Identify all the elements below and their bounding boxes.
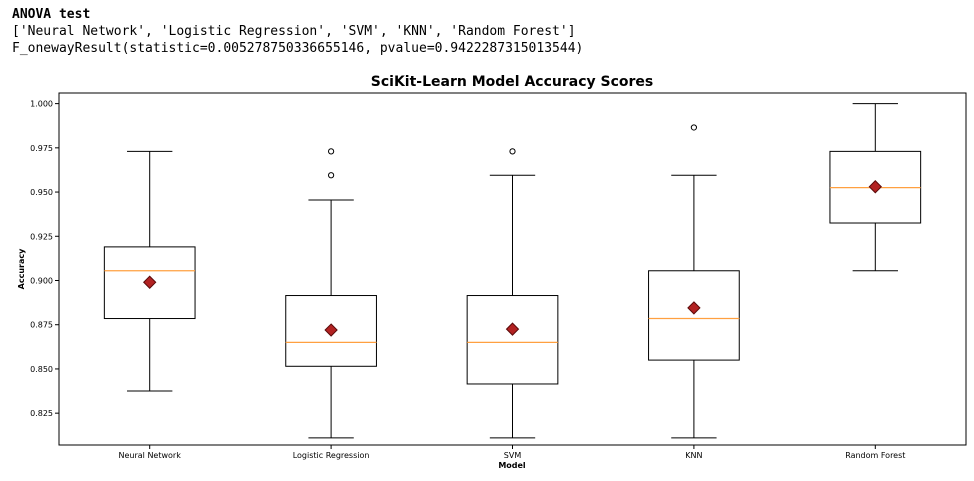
x-tick-label: SVM	[504, 451, 522, 460]
outlier-point	[328, 148, 335, 155]
mean-marker	[324, 323, 338, 337]
x-tick-label: Neural Network	[119, 451, 182, 460]
mean-marker	[505, 322, 520, 336]
outlier-point	[328, 172, 335, 179]
box-group	[648, 124, 740, 439]
chart-title: SciKit-Learn Model Accuracy Scores	[371, 74, 653, 90]
iqr-box	[285, 295, 377, 367]
iqr-box	[103, 246, 196, 320]
x-axis-label: Model	[498, 461, 526, 470]
outlier-point	[509, 148, 516, 155]
y-tick-label: 0.975	[30, 144, 53, 153]
x-tick-label: Random Forest	[845, 451, 905, 460]
y-axis: 0.825 0.850 0.875 0.900 0.925 0.950 0.975 1.000	[30, 100, 59, 418]
box-group	[103, 150, 196, 392]
iqr-box	[466, 295, 559, 385]
y-tick-label: 0.825	[30, 409, 53, 418]
mean-marker	[142, 275, 157, 289]
mean-marker	[687, 301, 701, 315]
y-axis-label: Accuracy	[17, 248, 26, 289]
output-anova-result: F_onewayResult(statistic=0.0052787503366…	[12, 41, 584, 56]
y-tick-label: 0.925	[30, 232, 53, 241]
box-series	[103, 103, 922, 439]
box-group	[466, 148, 559, 439]
iqr-box	[648, 270, 740, 361]
y-tick-label: 1.000	[30, 100, 53, 109]
x-tick-label: Logistic Regression	[293, 451, 370, 460]
outlier-point	[690, 124, 698, 131]
cell-output: ANOVA test ['Neural Network', 'Logistic …	[12, 6, 962, 57]
y-tick-label: 0.950	[30, 188, 53, 197]
output-model-list: ['Neural Network', 'Logistic Regression'…	[12, 24, 576, 39]
y-tick-label: 0.900	[30, 276, 53, 285]
box-group	[285, 148, 377, 439]
output-heading: ANOVA test	[12, 7, 91, 22]
mean-marker	[868, 180, 883, 194]
box-group	[829, 103, 922, 272]
y-tick-label: 0.875	[30, 321, 53, 330]
x-tick-label: KNN	[685, 451, 702, 460]
y-tick-label: 0.850	[30, 365, 53, 374]
x-axis: Neural Network Logistic Regression SVM KNN R…	[119, 445, 905, 460]
